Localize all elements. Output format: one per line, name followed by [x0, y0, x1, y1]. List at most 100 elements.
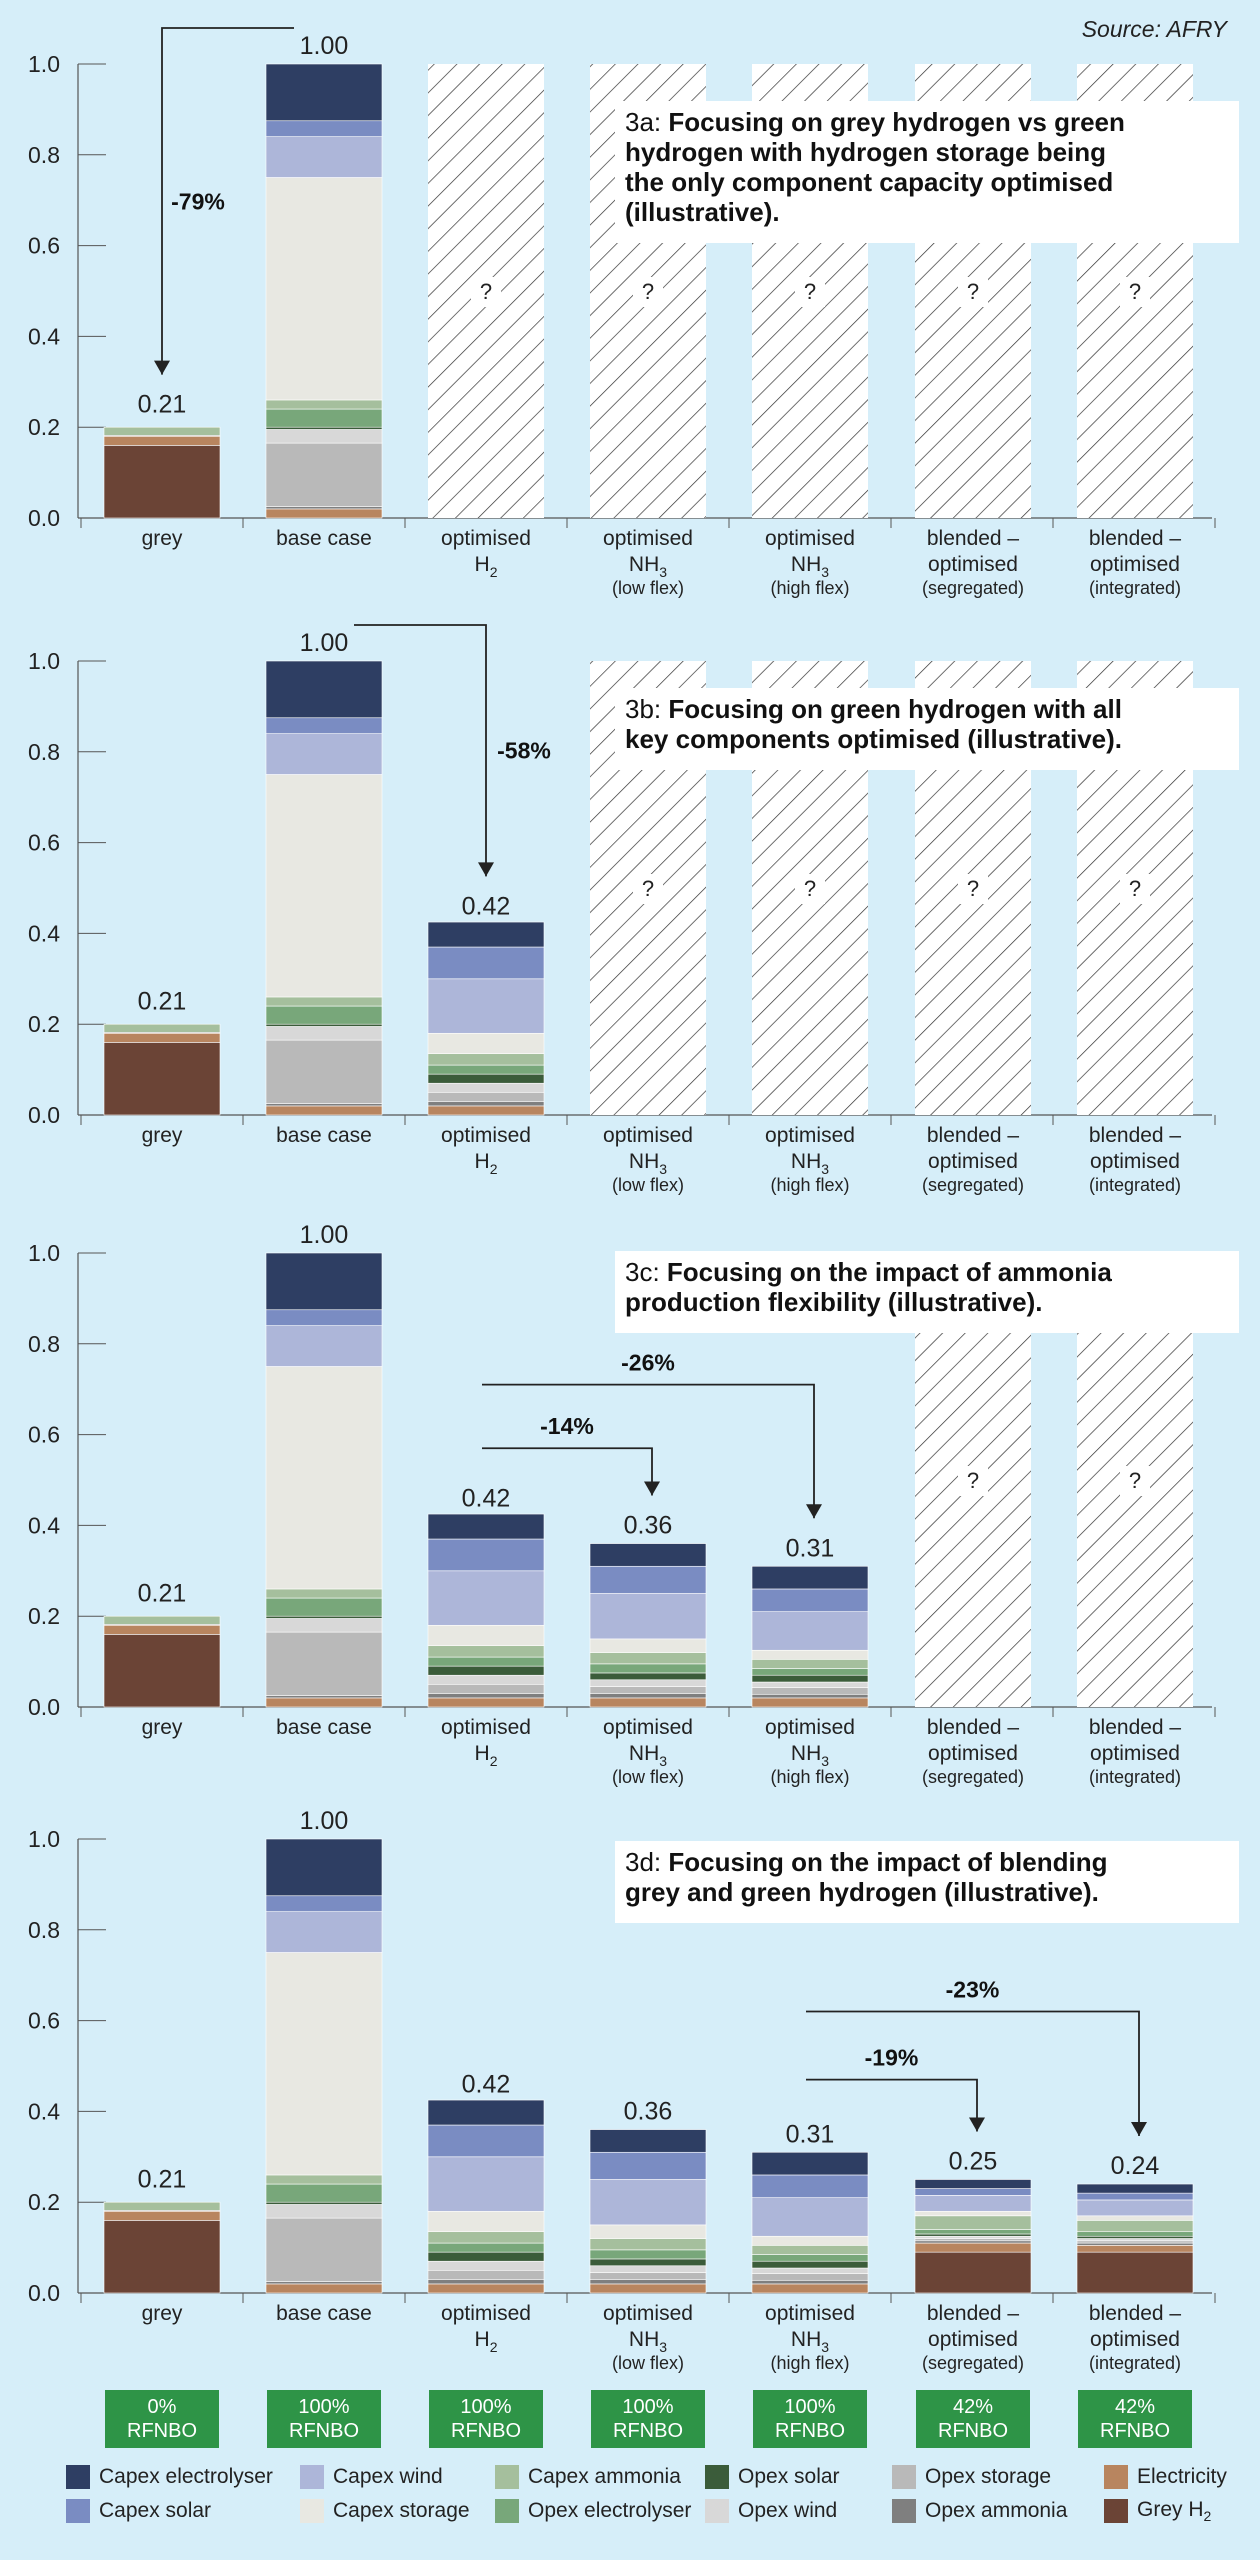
- unknown-mark-bg: [795, 277, 825, 307]
- bar-segment-capex-ammonia: [589, 2238, 707, 2251]
- panel-title: 3a: Focusing on grey hydrogen vs greenhy…: [615, 101, 1239, 243]
- title-box: [615, 101, 1239, 243]
- category-label-line3: (high flex): [770, 1767, 849, 1787]
- title-line: (illustrative).: [625, 197, 780, 227]
- legend-swatch: [1104, 2465, 1128, 2489]
- category-label-line3: (low flex): [612, 1767, 684, 1787]
- category-label-line2: optimised: [1090, 553, 1180, 576]
- bar-segment-electricity: [103, 1032, 221, 1043]
- bar-segment-capex-electrolyser: [427, 1513, 545, 1540]
- category-label-line3: (segregated): [922, 578, 1024, 598]
- bar-segment-opex-electrolyser: [1076, 2231, 1194, 2237]
- bar-segment-opex-storage: [751, 2273, 869, 2281]
- bar-segment-opex-storage: [751, 1687, 869, 1695]
- y-tick-label: 0.2: [28, 1603, 60, 1629]
- category-label: optimised: [603, 1716, 693, 1739]
- category-label: blended –: [1089, 1124, 1182, 1147]
- bar-segment-capex-ammonia: [427, 1645, 545, 1658]
- category-label: optimised: [441, 1716, 531, 1739]
- category-label-line2: optimised: [928, 1742, 1018, 1765]
- bar-segment-opex-electrolyser: [589, 1663, 707, 1674]
- bar-segment-opex-ammonia: [427, 1101, 545, 1107]
- bar-segment-capex-solar: [589, 1565, 707, 1594]
- change-arrow: [482, 1447, 653, 1496]
- bar-segment-opex-electrolyser: [265, 408, 383, 428]
- bar-segment-opex-wind: [427, 2260, 545, 2271]
- legend-swatch: [300, 2499, 324, 2523]
- legend-label: Opex electrolyser: [528, 2499, 692, 2522]
- category-label: grey: [142, 527, 183, 550]
- total-label: 0.21: [138, 1580, 187, 1608]
- legend-item: Opex wind: [705, 2499, 892, 2523]
- bar-segment-opex-solar: [589, 1672, 707, 1681]
- bar-segment-opex-storage: [914, 2238, 1032, 2242]
- category-label-line2: H2: [475, 1742, 498, 1769]
- bar-segment-opex-wind: [589, 2265, 707, 2273]
- bar-segment-capex-solar: [427, 2124, 545, 2158]
- bar-segment-opex-electrolyser: [265, 1597, 383, 1617]
- bar-segment-opex-storage: [589, 2272, 707, 2280]
- bar-segment-opex-ammonia: [265, 506, 383, 510]
- bar-segment-opex-ammonia: [427, 2279, 545, 2285]
- bar-segment-capex-ammonia: [103, 2201, 221, 2211]
- title-line: hydrogen with hydrogen storage being: [625, 137, 1106, 167]
- category-label-line2: H2: [475, 2328, 498, 2355]
- category-label-line3: (integrated): [1089, 1175, 1181, 1195]
- unknown-mark: ?: [804, 279, 816, 304]
- total-label: 1.00: [300, 32, 349, 60]
- bar-segment-electricity: [427, 1697, 545, 1708]
- bar-segment-opex-electrolyser: [751, 1668, 869, 1676]
- change-arrow: [482, 1383, 815, 1519]
- bar-segment-grey-h2: [103, 445, 221, 519]
- legend-swatch: [300, 2465, 324, 2489]
- legend-label: Capex electrolyser: [99, 2465, 273, 2488]
- bar-segment-electricity: [914, 2242, 1032, 2253]
- bar-segment-capex-wind: [265, 136, 383, 178]
- bar-segment-capex-storage: [265, 177, 383, 401]
- bar-segment-capex-wind: [589, 2179, 707, 2226]
- bar-segment-opex-wind: [751, 1681, 869, 1688]
- legend-label: Capex wind: [333, 2465, 443, 2488]
- bar-segment-capex-electrolyser: [265, 660, 383, 719]
- bar-segment-electricity: [265, 508, 383, 519]
- bar-segment-capex-solar: [751, 2174, 869, 2198]
- total-label: 0.36: [624, 2098, 673, 2126]
- legend-label: Opex ammonia: [925, 2499, 1068, 2522]
- title-line: grey and green hydrogen (illustrative).: [625, 1877, 1099, 1907]
- change-label: -79%: [171, 188, 225, 214]
- unknown-mark-bg: [633, 874, 663, 904]
- category-label: optimised: [441, 1124, 531, 1147]
- bar-segment-opex-electrolyser: [589, 2249, 707, 2260]
- bar-segment-opex-wind: [427, 1674, 545, 1685]
- legend-item: Grey H2: [1104, 2498, 1256, 2524]
- bar-segment-capex-wind: [265, 1325, 383, 1367]
- bar-segment-opex-solar: [751, 2260, 869, 2269]
- bar-segment-electricity: [265, 1105, 383, 1116]
- y-tick-label: 1.0: [28, 1240, 60, 1266]
- legend-swatch: [66, 2499, 90, 2523]
- legend-item: Capex storage: [300, 2499, 495, 2523]
- category-label: grey: [142, 1716, 183, 1739]
- total-label: 0.24: [1111, 2152, 1160, 2180]
- bar-segment-opex-storage: [265, 1631, 383, 1696]
- category-label-line2: optimised: [1090, 1150, 1180, 1173]
- source-label: Source: AFRY: [1081, 16, 1227, 42]
- category-label-line2: optimised: [1090, 1742, 1180, 1765]
- bar-segment-opex-ammonia: [751, 1693, 869, 1699]
- chart-panel-3d: 0.0 0.2 0.4 0.6 0.8 1.0 0.21 1.00 0.42 0.36 0.31 0.…: [28, 1807, 1239, 2373]
- total-label: 0.42: [462, 2070, 511, 2098]
- bar-segment-capex-electrolyser: [427, 921, 545, 948]
- bar-segment-electricity: [589, 1697, 707, 1708]
- y-tick-label: 1.0: [28, 1826, 60, 1852]
- category-label: blended –: [1089, 2302, 1182, 2325]
- bar-segment-capex-solar: [589, 2151, 707, 2180]
- bar-segment-capex-storage: [589, 2224, 707, 2239]
- unknown-mark: ?: [1129, 279, 1141, 304]
- bar-segment-opex-ammonia: [265, 1695, 383, 1699]
- bar-segment-opex-solar: [265, 1023, 383, 1027]
- bar-segment-opex-storage: [427, 2269, 545, 2280]
- bar-segment-opex-wind: [427, 1082, 545, 1093]
- y-tick-label: 0.2: [28, 414, 60, 440]
- bar-segment-capex-ammonia: [103, 1023, 221, 1033]
- bar-segment-opex-wind: [589, 1679, 707, 1687]
